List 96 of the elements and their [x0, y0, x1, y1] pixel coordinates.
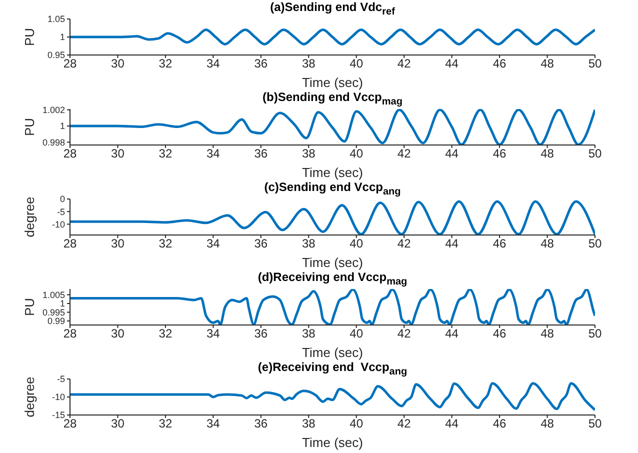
y-axis-title: PU	[21, 296, 38, 318]
x-tick-label: 48	[540, 56, 554, 71]
x-tick-label: 34	[206, 56, 220, 71]
x-tick-label: 46	[492, 236, 507, 251]
line-series	[70, 109, 595, 145]
x-tick-label: 36	[254, 56, 268, 71]
x-tick-label: 50	[588, 56, 602, 71]
x-tick-label: 40	[350, 236, 364, 251]
y-axis-title: degree	[21, 376, 38, 420]
x-tick-label: 28	[63, 326, 77, 341]
x-tick-label: 32	[158, 56, 172, 71]
y-axis-title: PU	[21, 26, 38, 48]
line-series	[70, 382, 595, 412]
x-tick-label: 48	[540, 326, 554, 341]
y-tick-label: -10	[52, 219, 65, 230]
x-tick-label: 32	[158, 416, 172, 431]
y-tick-label: 0.99	[47, 316, 65, 326]
line-series	[70, 28, 595, 46]
x-tick-label: 48	[540, 236, 554, 251]
x-tick-label: 42	[397, 146, 412, 161]
y-tick-label: 1	[60, 298, 65, 309]
x-tick-label: 42	[397, 236, 412, 251]
x-tick-label: 38	[302, 146, 316, 161]
x-tick-label: 44	[445, 416, 459, 431]
chart-title: (e)Receiving end Vccp$_{ang}$	[256, 360, 408, 378]
y-axis-title: degree	[21, 196, 38, 240]
x-tick-label: 40	[350, 56, 364, 71]
x-tick-label: 38	[302, 416, 316, 431]
x-tick-label: 30	[111, 236, 125, 251]
x-tick-label: 42	[397, 326, 412, 341]
x-tick-label: 30	[111, 146, 125, 161]
x-tick-label: 44	[445, 146, 459, 161]
y-tick-label: -5	[56, 374, 65, 384]
y-tick-label: 0	[60, 194, 65, 204]
x-tick-label: 32	[158, 326, 172, 341]
x-axis-title: Time (sec)	[301, 345, 364, 361]
y-tick-label: 0.95	[47, 50, 65, 60]
x-tick-label: 36	[254, 236, 268, 251]
x-tick-label: 50	[588, 146, 602, 161]
x-tick-label: 34	[206, 146, 220, 161]
y-tick-label: 0.995	[42, 307, 65, 318]
x-tick-label: 48	[540, 146, 554, 161]
x-axis-title: Time (sec)	[301, 435, 364, 451]
y-tick-label: 0.998	[42, 137, 65, 148]
x-tick-label: 28	[63, 56, 77, 71]
chart-title: (a)Sending end Vdc$_{ref}$	[269, 0, 396, 18]
y-tick-label: -10	[52, 392, 65, 402]
x-tick-label: 36	[254, 416, 268, 431]
x-tick-label: 46	[492, 326, 507, 341]
x-tick-label: 28	[63, 146, 77, 161]
x-tick-label: 44	[445, 236, 459, 251]
x-tick-label: 40	[350, 146, 364, 161]
x-tick-label: 40	[350, 416, 364, 431]
y-axis-title: PU	[21, 116, 38, 138]
x-tick-label: 34	[206, 416, 220, 431]
line-series	[70, 289, 595, 325]
y-tick-label: 1.002	[42, 105, 65, 116]
x-tick-label: 42	[397, 416, 412, 431]
y-tick-label: 1	[60, 32, 65, 42]
x-tick-label: 42	[397, 56, 412, 71]
x-tick-label: 30	[111, 416, 125, 431]
x-tick-label: 28	[63, 416, 77, 431]
x-tick-label: 34	[206, 326, 220, 341]
y-tick-label: 1	[60, 121, 65, 132]
x-tick-label: 44	[445, 56, 459, 71]
x-axis-title: Time (sec)	[301, 255, 364, 271]
y-tick-label: -15	[52, 410, 65, 420]
chart-title: (d)Receiving end Vccp$_{mag}$	[256, 270, 408, 288]
x-tick-label: 32	[158, 236, 172, 251]
x-tick-label: 44	[445, 326, 459, 341]
x-tick-label: 46	[492, 416, 507, 431]
x-axis-title: Time (sec)	[301, 165, 364, 181]
line-series	[70, 200, 595, 235]
x-tick-label: 40	[350, 326, 364, 341]
x-tick-label: 38	[302, 56, 316, 71]
x-tick-label: 46	[492, 146, 507, 161]
x-tick-label: 30	[111, 326, 125, 341]
x-axis-title: Time (sec)	[301, 75, 364, 91]
x-tick-label: 50	[588, 416, 602, 431]
x-tick-label: 38	[302, 236, 316, 251]
y-tick-label: -5	[56, 206, 65, 217]
x-tick-label: 46	[492, 56, 507, 71]
y-tick-label: 1.005	[42, 290, 65, 300]
x-tick-label: 36	[254, 146, 268, 161]
x-tick-label: 34	[206, 236, 220, 251]
chart-title: (c)Sending end Vccp$_{ang}$	[263, 180, 402, 198]
x-tick-label: 50	[588, 236, 602, 251]
x-tick-label: 28	[63, 236, 77, 251]
chart-title: (b)Sending end Vccp$_{mag}$	[262, 90, 404, 108]
x-tick-label: 32	[158, 146, 172, 161]
x-tick-label: 38	[302, 326, 316, 341]
y-tick-label: 1.05	[47, 14, 65, 24]
x-tick-label: 48	[540, 416, 554, 431]
x-tick-label: 50	[588, 326, 602, 341]
x-tick-label: 36	[254, 326, 268, 341]
x-tick-label: 30	[111, 56, 125, 71]
